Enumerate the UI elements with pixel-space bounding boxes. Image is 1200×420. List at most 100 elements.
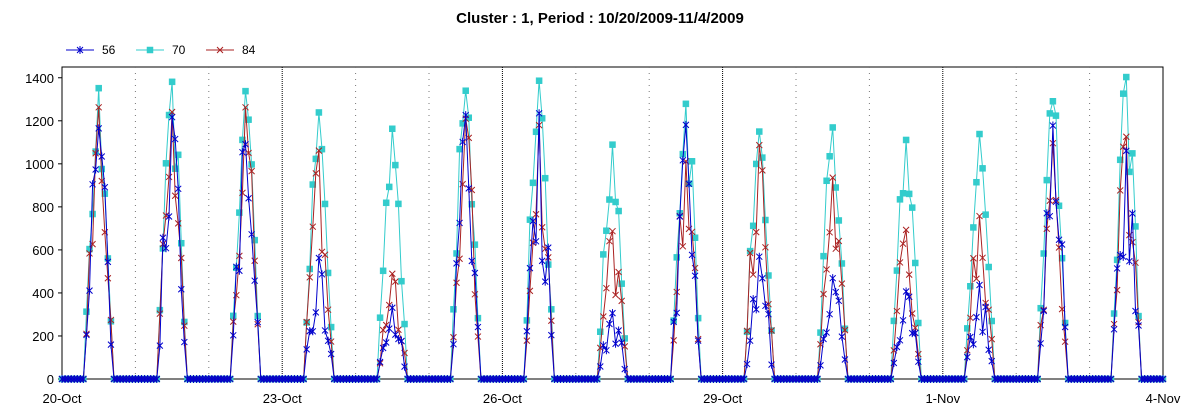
marker-asterisk xyxy=(309,327,317,336)
marker-square xyxy=(1123,73,1130,81)
legend-item: 84 xyxy=(206,43,256,57)
data-point xyxy=(318,145,326,153)
marker-square xyxy=(535,77,543,84)
data-point xyxy=(835,296,843,305)
marker-asterisk xyxy=(682,120,690,129)
marker-x xyxy=(609,227,616,235)
marker-square xyxy=(1043,176,1051,184)
data-point xyxy=(236,209,243,216)
marker-x xyxy=(168,108,176,116)
marker-asterisk xyxy=(832,288,840,297)
data-point xyxy=(679,156,687,165)
data-point xyxy=(226,375,234,383)
marker-asterisk xyxy=(887,375,895,383)
data-point xyxy=(832,245,840,253)
data-point xyxy=(309,223,317,231)
marker-square xyxy=(973,178,980,186)
data-point xyxy=(523,327,531,336)
data-point xyxy=(599,313,607,320)
marker-asterisk xyxy=(679,156,687,165)
data-point xyxy=(988,357,996,366)
data-point xyxy=(104,257,112,266)
data-point xyxy=(453,250,460,257)
marker-x xyxy=(963,346,971,354)
marker-asterisk xyxy=(1159,375,1167,383)
legend-marker xyxy=(146,46,154,54)
data-point xyxy=(309,181,317,188)
marker-x xyxy=(688,228,696,236)
data-point xyxy=(890,359,898,368)
data-point xyxy=(242,87,249,95)
marker-asterisk xyxy=(382,338,390,347)
marker-x xyxy=(388,270,396,278)
data-point xyxy=(755,252,763,261)
data-point xyxy=(600,251,607,258)
data-point xyxy=(376,358,384,367)
y-tick-label: 1400 xyxy=(25,71,54,86)
data-point xyxy=(823,177,830,185)
marker-square xyxy=(982,211,989,218)
marker-asterisk xyxy=(609,309,616,318)
data-point xyxy=(174,184,182,193)
marker-asterisk xyxy=(156,341,164,350)
data-point xyxy=(382,338,390,347)
marker-square xyxy=(385,183,393,191)
data-point xyxy=(820,252,827,260)
data-point xyxy=(911,329,919,338)
marker-asterisk xyxy=(970,340,977,349)
marker-asterisk xyxy=(835,296,843,305)
marker-x xyxy=(324,306,332,314)
data-point xyxy=(1159,375,1167,383)
y-tick-label: 1000 xyxy=(25,157,54,172)
data-point xyxy=(973,178,980,186)
data-point xyxy=(92,165,99,174)
data-point xyxy=(248,230,255,239)
data-point xyxy=(471,269,479,278)
data-point xyxy=(248,167,255,175)
data-point xyxy=(180,322,188,330)
marker-asterisk xyxy=(98,152,106,161)
data-point xyxy=(300,375,307,383)
marker-x xyxy=(966,314,974,322)
marker-square xyxy=(618,280,625,287)
marker-x xyxy=(911,324,919,332)
marker-asterisk xyxy=(388,303,396,312)
marker-x xyxy=(242,103,249,111)
marker-asterisk xyxy=(92,165,99,174)
data-point xyxy=(529,217,537,226)
data-point xyxy=(538,256,546,265)
data-point xyxy=(823,328,830,337)
marker-square xyxy=(829,124,836,131)
marker-asterisk xyxy=(612,339,619,348)
marker-square xyxy=(890,317,898,325)
marker-square xyxy=(600,251,607,258)
marker-square xyxy=(171,165,179,172)
marker-square xyxy=(315,109,323,116)
marker-asterisk xyxy=(896,336,904,345)
data-point xyxy=(829,174,837,181)
marker-x xyxy=(306,273,314,281)
marker-square xyxy=(239,136,246,144)
data-point xyxy=(817,329,824,336)
marker-asterisk xyxy=(327,350,335,359)
marker-asterisk xyxy=(447,375,454,383)
data-point xyxy=(395,334,402,343)
marker-asterisk xyxy=(86,286,93,295)
data-point xyxy=(970,340,977,349)
data-point xyxy=(1049,121,1057,130)
data-point xyxy=(673,308,681,317)
data-point xyxy=(309,327,317,336)
data-point xyxy=(1123,73,1130,81)
x-tick-label: 23-Oct xyxy=(263,391,302,406)
marker-x xyxy=(532,210,540,218)
data-point xyxy=(606,196,613,203)
marker-x xyxy=(743,327,751,335)
marker-square xyxy=(324,269,332,277)
marker-square xyxy=(835,217,843,224)
data-point xyxy=(95,84,102,92)
marker-square xyxy=(976,130,983,138)
marker-x xyxy=(599,313,607,320)
data-point xyxy=(392,161,399,169)
marker-asterisk xyxy=(960,375,968,383)
data-point xyxy=(964,325,971,332)
